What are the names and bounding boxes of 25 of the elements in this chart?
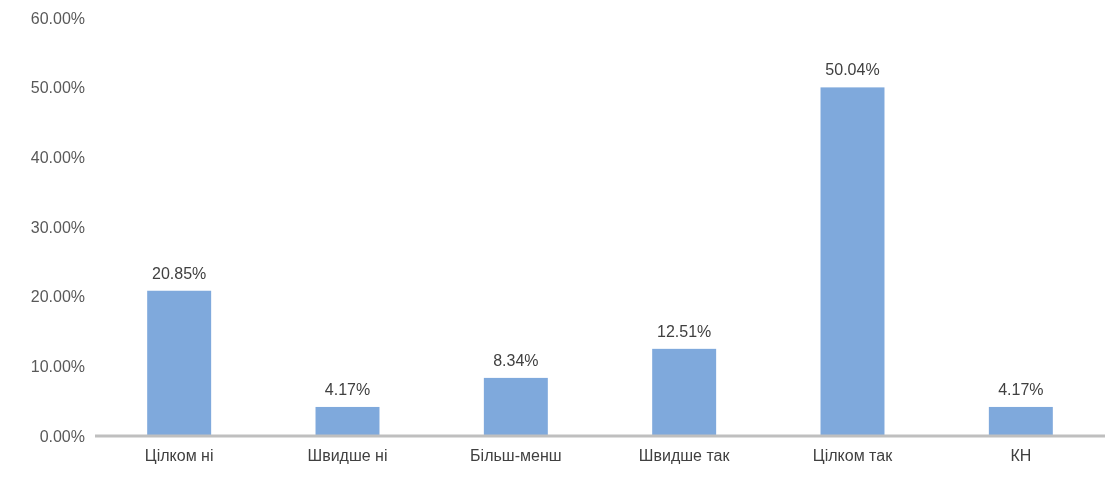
y-tick-label: 50.00% — [30, 79, 85, 97]
y-tick-label: 30.00% — [30, 218, 85, 236]
bar — [147, 290, 212, 436]
data-label: 4.17% — [998, 380, 1044, 398]
y-tick-label: 10.00% — [30, 357, 85, 375]
data-label: 50.04% — [825, 61, 880, 79]
x-tick-label: Цілком так — [812, 447, 894, 464]
y-tick-label: 0.00% — [39, 427, 85, 445]
bar — [652, 348, 717, 436]
data-label: 4.17% — [324, 380, 371, 398]
y-tick-label: 20.00% — [30, 288, 85, 306]
y-tick-label: 60.00% — [30, 9, 85, 27]
bar — [315, 406, 380, 436]
data-label: 8.34% — [493, 351, 539, 369]
data-label: 12.51% — [657, 322, 712, 340]
x-tick-label: КН — [1010, 447, 1032, 464]
x-tick-label: Швидше так — [638, 447, 731, 464]
data-label: 20.85% — [152, 264, 207, 282]
bar — [988, 406, 1053, 436]
bar — [820, 87, 885, 436]
x-tick-label: Швидше ні — [307, 447, 388, 464]
x-tick-label: Більш-менш — [470, 447, 562, 464]
bar — [483, 377, 548, 436]
y-tick-label: 40.00% — [30, 148, 85, 166]
x-tick-label: Цілком ні — [144, 447, 214, 464]
